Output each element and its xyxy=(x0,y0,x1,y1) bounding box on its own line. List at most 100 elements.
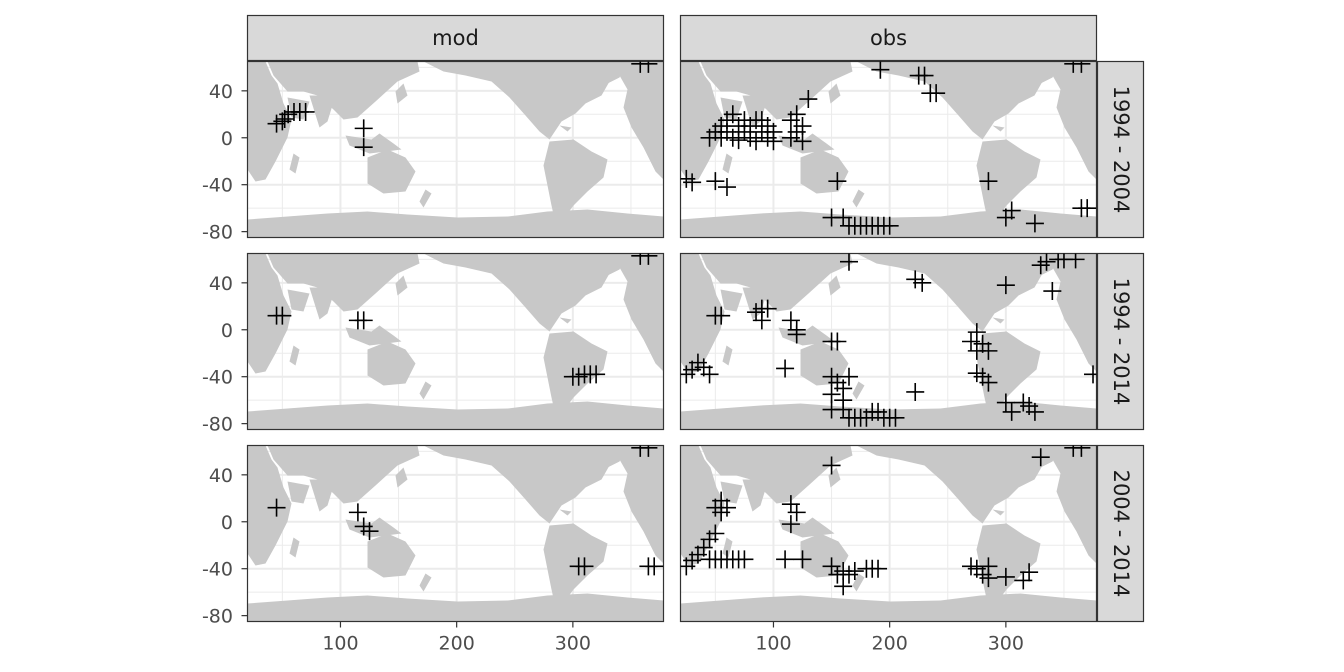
panel-border xyxy=(679,252,1098,431)
panel-mod-4 xyxy=(246,444,665,623)
data-point-marker xyxy=(1037,253,1056,271)
y-tick-label: -40 xyxy=(202,559,233,581)
data-point-marker xyxy=(793,117,812,136)
data-point-marker xyxy=(764,132,783,151)
y-tick-label: 40 xyxy=(209,81,233,103)
panel-obs-5 xyxy=(679,444,1098,623)
strip-label-mod: mod xyxy=(432,26,479,50)
data-point-marker xyxy=(880,216,899,235)
data-point-marker xyxy=(822,456,841,475)
data-point-marker xyxy=(962,332,981,351)
data-point-marker xyxy=(906,382,925,401)
data-point-marker xyxy=(869,559,888,578)
y-tick-label: -80 xyxy=(202,414,233,436)
data-point-marker xyxy=(828,332,847,351)
data-point-marker xyxy=(996,567,1015,586)
x-tick-label: 100 xyxy=(755,633,791,655)
data-point-marker xyxy=(1043,282,1062,301)
data-point-marker xyxy=(645,557,664,576)
data-point-marker xyxy=(1066,253,1085,269)
data-point-marker xyxy=(979,172,998,191)
data-point-marker xyxy=(639,253,658,265)
data-point-marker xyxy=(787,325,806,344)
y-tick-label: -40 xyxy=(202,175,233,197)
data-point-marker xyxy=(1072,445,1091,457)
data-point-marker xyxy=(979,373,998,392)
data-point-marker xyxy=(723,105,742,124)
data-point-marker xyxy=(793,132,812,151)
strip-label-row-1: 1994 - 2004 xyxy=(1109,86,1133,214)
data-point-marker xyxy=(273,306,292,325)
data-point-marker xyxy=(1025,402,1044,421)
points-obs-1 xyxy=(680,61,1097,235)
strip-col-mod xyxy=(246,14,665,62)
data-point-marker xyxy=(793,550,812,569)
data-point-marker xyxy=(575,557,594,576)
strip-label-obs: obs xyxy=(870,26,907,50)
data-point-marker xyxy=(1025,214,1044,233)
data-point-marker xyxy=(1002,201,1021,220)
x-tick-label: 300 xyxy=(988,633,1024,655)
data-point-marker xyxy=(906,270,925,289)
data-point-marker xyxy=(967,323,986,342)
data-point-marker xyxy=(828,172,847,191)
data-point-marker xyxy=(845,562,864,581)
points-obs-3 xyxy=(680,253,1097,427)
strip-col-obs xyxy=(679,14,1098,62)
strip-row-3 xyxy=(1096,444,1145,623)
data-point-marker xyxy=(296,102,315,121)
data-point-marker xyxy=(776,550,795,569)
data-point-marker xyxy=(839,253,858,271)
data-point-marker xyxy=(979,341,998,360)
data-point-marker xyxy=(1072,61,1091,73)
data-point-marker xyxy=(776,359,795,378)
x-tick-label: 300 xyxy=(555,633,591,655)
points-mod-2 xyxy=(267,253,658,386)
data-point-marker xyxy=(839,367,858,386)
strip-label-row-2: 1994 - 2014 xyxy=(1109,278,1133,406)
points-obs-5 xyxy=(680,445,1091,596)
panel-mod-2 xyxy=(246,252,665,431)
points-mod-0 xyxy=(267,61,658,157)
data-point-marker xyxy=(717,178,736,197)
data-point-marker xyxy=(639,61,658,73)
data-point-marker xyxy=(781,515,800,534)
data-point-marker xyxy=(886,408,905,427)
points-mod-4 xyxy=(267,445,664,576)
data-point-marker xyxy=(871,61,890,79)
data-point-marker xyxy=(712,306,731,325)
data-point-marker xyxy=(700,365,719,384)
data-point-marker xyxy=(267,498,286,517)
data-point-marker xyxy=(747,132,766,151)
y-tick-label: 40 xyxy=(209,273,233,295)
data-point-marker xyxy=(787,503,806,522)
data-point-marker xyxy=(1031,448,1050,467)
panel-border xyxy=(246,252,665,431)
data-point-marker xyxy=(822,385,841,404)
panel-mod-0 xyxy=(246,60,665,239)
data-point-marker xyxy=(735,550,754,569)
y-tick-label: -80 xyxy=(202,606,233,628)
data-point-marker xyxy=(979,569,998,588)
data-point-marker xyxy=(781,311,800,330)
data-point-marker xyxy=(1002,402,1021,421)
data-point-marker xyxy=(1084,365,1097,384)
y-tick-label: 40 xyxy=(209,465,233,487)
data-point-marker xyxy=(921,84,940,103)
data-point-marker xyxy=(996,393,1015,412)
data-point-marker xyxy=(996,276,1015,295)
data-point-marker xyxy=(752,311,771,330)
data-point-marker xyxy=(706,524,725,543)
data-point-marker xyxy=(587,365,606,384)
y-tick-label: 0 xyxy=(221,128,233,150)
panel-border xyxy=(679,60,1098,239)
data-point-marker xyxy=(360,522,379,541)
data-point-marker xyxy=(348,503,367,522)
panel-border xyxy=(246,60,665,239)
data-point-marker xyxy=(275,109,294,128)
panel-obs-3 xyxy=(679,252,1098,431)
data-point-marker xyxy=(354,138,373,157)
data-point-marker xyxy=(787,105,806,124)
data-point-marker xyxy=(354,119,373,138)
